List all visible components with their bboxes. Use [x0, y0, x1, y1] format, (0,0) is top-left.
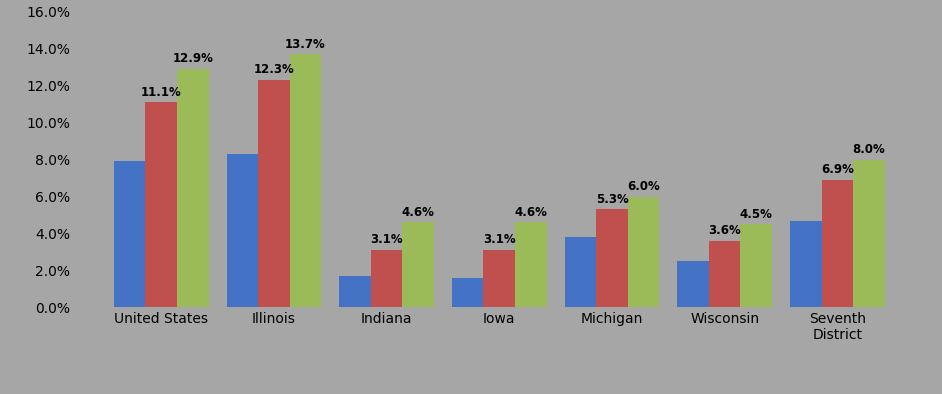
- Bar: [402, 222, 434, 307]
- Bar: [596, 210, 627, 307]
- Bar: [708, 241, 740, 307]
- Text: 3.1%: 3.1%: [483, 233, 515, 246]
- Text: 4.6%: 4.6%: [401, 206, 434, 219]
- Text: 3.1%: 3.1%: [370, 233, 403, 246]
- Bar: [790, 221, 821, 307]
- Text: 6.0%: 6.0%: [627, 180, 659, 193]
- Bar: [290, 54, 321, 307]
- Bar: [677, 261, 708, 307]
- Bar: [258, 80, 290, 307]
- Bar: [114, 162, 145, 307]
- Bar: [145, 102, 177, 307]
- Bar: [853, 160, 885, 307]
- Bar: [564, 237, 596, 307]
- Text: 13.7%: 13.7%: [285, 37, 326, 50]
- Text: 6.9%: 6.9%: [820, 163, 853, 176]
- Bar: [452, 278, 483, 307]
- Bar: [483, 250, 515, 307]
- Bar: [227, 154, 258, 307]
- Bar: [515, 222, 546, 307]
- Bar: [627, 197, 659, 307]
- Text: 12.3%: 12.3%: [253, 63, 294, 76]
- Text: 11.1%: 11.1%: [141, 85, 182, 98]
- Text: 3.6%: 3.6%: [708, 224, 741, 237]
- Bar: [371, 250, 402, 307]
- Text: 8.0%: 8.0%: [853, 143, 885, 156]
- Bar: [339, 276, 371, 307]
- Bar: [177, 69, 208, 307]
- Bar: [821, 180, 853, 307]
- Text: 4.5%: 4.5%: [739, 208, 772, 221]
- Text: 12.9%: 12.9%: [172, 52, 213, 65]
- Text: 5.3%: 5.3%: [595, 193, 628, 206]
- Text: 4.6%: 4.6%: [514, 206, 547, 219]
- Bar: [740, 224, 771, 307]
